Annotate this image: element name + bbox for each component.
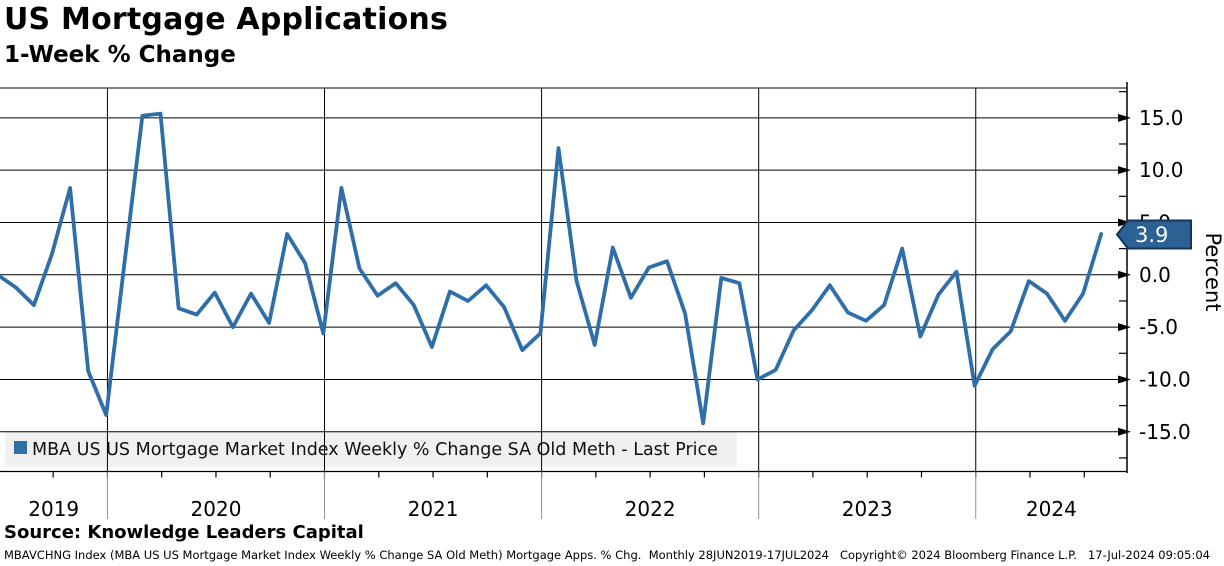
year-label: 2023 — [842, 497, 893, 521]
year-label: 2019 — [28, 497, 79, 521]
year-label: 2024 — [1026, 497, 1077, 521]
y-tick-label: -5.0 — [1139, 315, 1178, 339]
page-title: US Mortgage Applications — [4, 2, 449, 37]
y-tick-arrow-icon — [1118, 218, 1131, 227]
source-line: Source: Knowledge Leaders Capital — [4, 522, 364, 543]
legend-label: MBA US US Mortgage Market Index Weekly %… — [32, 440, 718, 460]
legend-background — [5, 431, 737, 467]
y-axis-title: Percent — [1201, 232, 1224, 311]
last-price-value: 3.9 — [1135, 223, 1168, 247]
year-label: 2020 — [191, 497, 242, 521]
legend-swatch-icon — [14, 441, 27, 454]
y-tick-arrow-icon — [1118, 323, 1131, 332]
y-tick-arrow-icon — [1118, 166, 1131, 175]
chart-top-layer: MBA US US Mortgage Market Index Weekly %… — [32, 219, 1224, 460]
year-label: 2022 — [625, 497, 676, 521]
y-tick-label: 10.0 — [1139, 158, 1184, 182]
price-line — [0, 111, 1104, 426]
y-tick-arrow-icon — [1118, 113, 1131, 122]
y-tick-arrow-icon — [1118, 427, 1131, 436]
footer-disclaimer: MBAVCHNG Index (MBA US US Mortgage Marke… — [4, 548, 1210, 562]
page-subtitle: 1-Week % Change — [4, 42, 236, 68]
year-label: 2021 — [408, 497, 459, 521]
y-tick-label: -10.0 — [1139, 367, 1191, 391]
y-tick-label: 0.0 — [1139, 263, 1171, 287]
last-price-tag — [1115, 219, 1192, 250]
line-chart: 15.010.05.00.0-5.0-10.0-15.0201920202021… — [0, 82, 1224, 521]
y-tick-label: 15.0 — [1139, 106, 1184, 130]
y-tick-arrow-icon — [1118, 270, 1131, 279]
y-tick-label: -15.0 — [1139, 420, 1191, 444]
y-tick-arrow-icon — [1118, 375, 1131, 384]
